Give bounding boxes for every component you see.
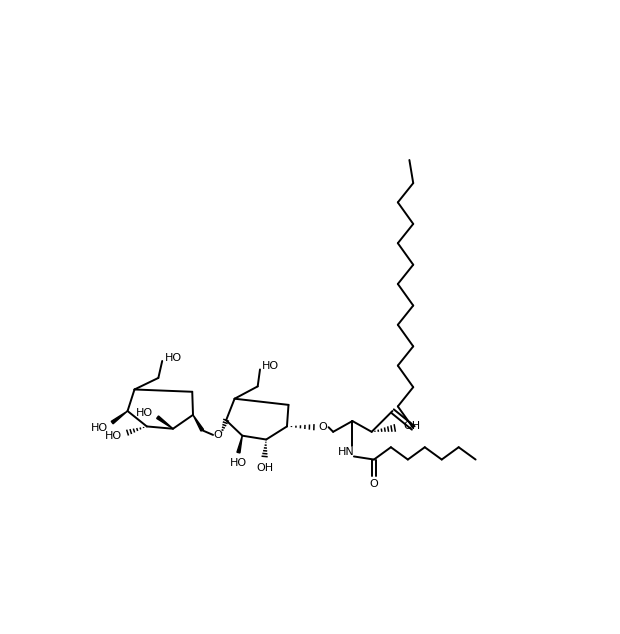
Text: HO: HO <box>136 408 153 418</box>
Text: HO: HO <box>230 458 247 469</box>
Text: HO: HO <box>105 430 122 441</box>
Text: O: O <box>213 430 222 440</box>
Text: OH: OH <box>403 421 420 430</box>
Text: HO: HO <box>91 423 108 433</box>
Text: HO: HO <box>262 361 280 372</box>
Text: O: O <box>319 422 327 432</box>
Polygon shape <box>237 436 242 453</box>
Polygon shape <box>111 411 128 424</box>
Text: OH: OH <box>256 463 273 473</box>
Text: HN: HN <box>338 447 355 457</box>
Polygon shape <box>193 415 203 431</box>
Text: O: O <box>370 479 378 489</box>
Polygon shape <box>157 416 173 429</box>
Text: HO: HO <box>164 353 182 363</box>
